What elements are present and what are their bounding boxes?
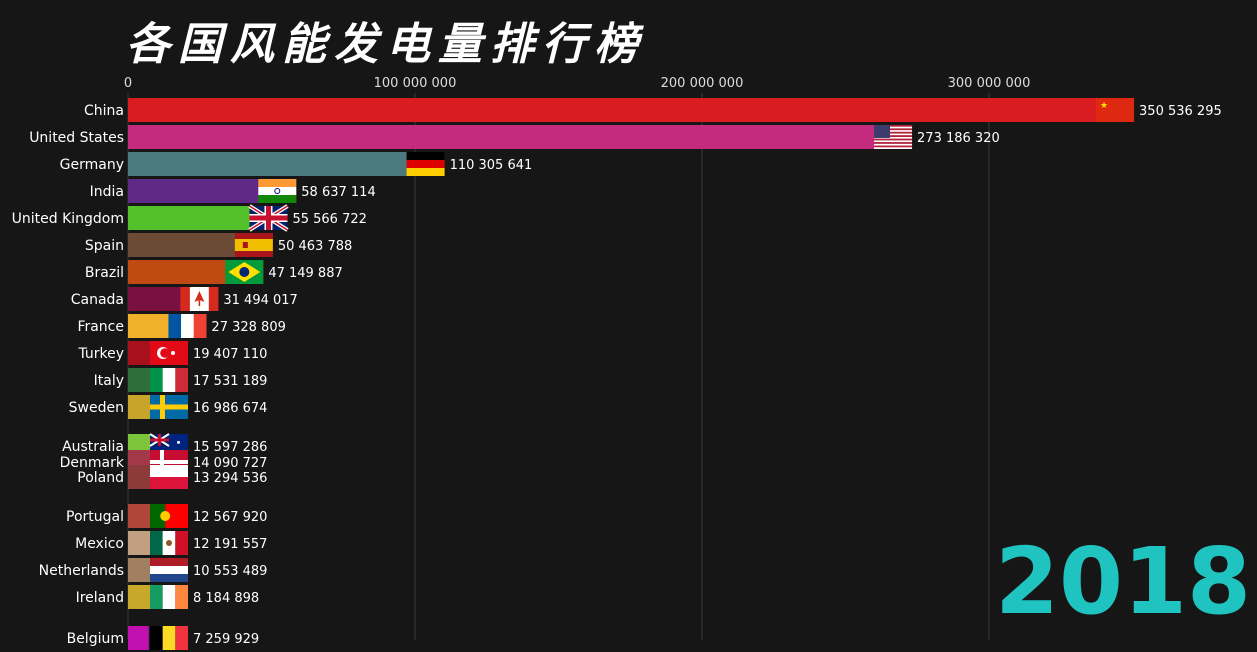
bar-row-france: France 27 328 809 bbox=[77, 314, 286, 338]
bar bbox=[128, 152, 445, 176]
svg-text:★: ★ bbox=[1100, 101, 1108, 111]
category-label: Germany bbox=[60, 157, 124, 173]
category-label: Canada bbox=[71, 292, 124, 308]
category-label: Italy bbox=[94, 373, 124, 389]
bar-row-turkey: Turkey 19 407 110 bbox=[77, 341, 267, 365]
category-label: Turkey bbox=[77, 346, 124, 362]
value-label: 273 186 320 bbox=[917, 131, 1000, 146]
mexico-flag bbox=[150, 531, 188, 555]
sweden-flag bbox=[150, 395, 188, 419]
chart-title: 各国风能发电量排行榜 bbox=[126, 19, 646, 70]
belgium-flag bbox=[150, 626, 188, 650]
bar-row-china: ★ China 350 536 295 bbox=[84, 98, 1222, 122]
bar-row-united-states: United States 273 186 320 bbox=[29, 125, 1000, 149]
value-label: 7 259 929 bbox=[193, 632, 259, 647]
value-label: 8 184 898 bbox=[193, 591, 259, 606]
category-label: United States bbox=[29, 130, 124, 146]
bar-row-united-kingdom: United Kingdom 55 566 722 bbox=[12, 204, 367, 232]
category-label: United Kingdom bbox=[12, 211, 124, 227]
value-label: 19 407 110 bbox=[193, 347, 267, 362]
bar-row-ireland: Ireland 8 184 898 bbox=[76, 585, 259, 609]
france-flag bbox=[168, 314, 207, 338]
value-label: 15 597 286 bbox=[193, 440, 267, 455]
india-flag bbox=[258, 179, 297, 203]
bar-row-netherlands: Netherlands 10 553 489 bbox=[39, 558, 267, 582]
value-label: 31 494 017 bbox=[223, 293, 297, 308]
netherlands-flag bbox=[150, 558, 188, 582]
value-label: 110 305 641 bbox=[450, 158, 533, 173]
x-tick-label: 200 000 000 bbox=[661, 76, 744, 91]
bar bbox=[128, 626, 149, 650]
x-tick-label: 0 bbox=[124, 76, 132, 91]
italy-flag bbox=[150, 368, 188, 392]
x-tick-label: 100 000 000 bbox=[374, 76, 457, 91]
year-label: 2018 bbox=[994, 528, 1251, 635]
brazil-flag bbox=[225, 260, 264, 284]
category-label: France bbox=[77, 319, 124, 335]
bar-row-belgium: Belgium 7 259 929 bbox=[67, 626, 259, 650]
category-label: Netherlands bbox=[39, 563, 124, 579]
value-label: 16 986 674 bbox=[193, 401, 267, 416]
category-label: Australia bbox=[62, 439, 124, 455]
bar-row-sweden: Sweden 16 986 674 bbox=[69, 395, 267, 419]
bar bbox=[128, 98, 1135, 122]
category-label: Mexico bbox=[75, 536, 124, 552]
bar-row-mexico: Mexico 12 191 557 bbox=[75, 531, 267, 555]
uk-flag bbox=[248, 204, 289, 232]
category-label: India bbox=[90, 184, 124, 200]
value-label: 27 328 809 bbox=[211, 320, 285, 335]
bar-row-brazil: Brazil 47 149 887 bbox=[85, 260, 343, 284]
portugal-flag bbox=[150, 504, 188, 528]
bar-row-germany: Germany 110 305 641 bbox=[60, 152, 533, 176]
bar-row-italy: Italy 17 531 189 bbox=[94, 368, 267, 392]
x-tick-label: 300 000 000 bbox=[948, 76, 1031, 91]
category-label: China bbox=[84, 103, 124, 119]
category-label: Brazil bbox=[85, 265, 124, 281]
category-label: Denmark bbox=[60, 455, 125, 471]
category-label: Sweden bbox=[69, 400, 124, 416]
category-label: Spain bbox=[85, 238, 124, 254]
value-label: 17 531 189 bbox=[193, 374, 267, 389]
value-label: 58 637 114 bbox=[301, 185, 375, 200]
category-label: Poland bbox=[77, 470, 124, 486]
value-label: 10 553 489 bbox=[193, 564, 267, 579]
bar bbox=[128, 585, 152, 609]
bar-row-spain: Spain 50 463 788 bbox=[85, 233, 352, 257]
category-label: Belgium bbox=[67, 631, 124, 647]
value-label: 14 090 727 bbox=[193, 456, 267, 471]
bar-row-poland: Poland 13 294 536 bbox=[77, 465, 267, 489]
value-label: 50 463 788 bbox=[278, 239, 352, 254]
value-label: 12 567 920 bbox=[193, 510, 267, 525]
bar-row-portugal: Portugal 12 567 920 bbox=[66, 504, 267, 528]
value-label: 12 191 557 bbox=[193, 537, 267, 552]
poland-flag bbox=[150, 465, 188, 489]
value-label: 13 294 536 bbox=[193, 471, 267, 486]
value-label: 47 149 887 bbox=[268, 266, 342, 281]
value-label: 350 536 295 bbox=[1139, 104, 1222, 119]
canada-flag bbox=[180, 287, 219, 311]
china-flag: ★ bbox=[1096, 98, 1135, 122]
usa-flag bbox=[874, 125, 913, 149]
value-label: 55 566 722 bbox=[292, 212, 366, 227]
bar-row-canada: Canada 31 494 017 bbox=[71, 287, 298, 311]
ireland-flag bbox=[150, 585, 188, 609]
bar bbox=[128, 125, 913, 149]
turkey-flag bbox=[150, 341, 188, 365]
bar-row-india: India 58 637 114 bbox=[90, 179, 376, 203]
category-label: Portugal bbox=[66, 509, 124, 525]
spain-flag bbox=[234, 233, 273, 257]
category-label: Ireland bbox=[76, 590, 124, 606]
germany-flag bbox=[406, 152, 445, 176]
